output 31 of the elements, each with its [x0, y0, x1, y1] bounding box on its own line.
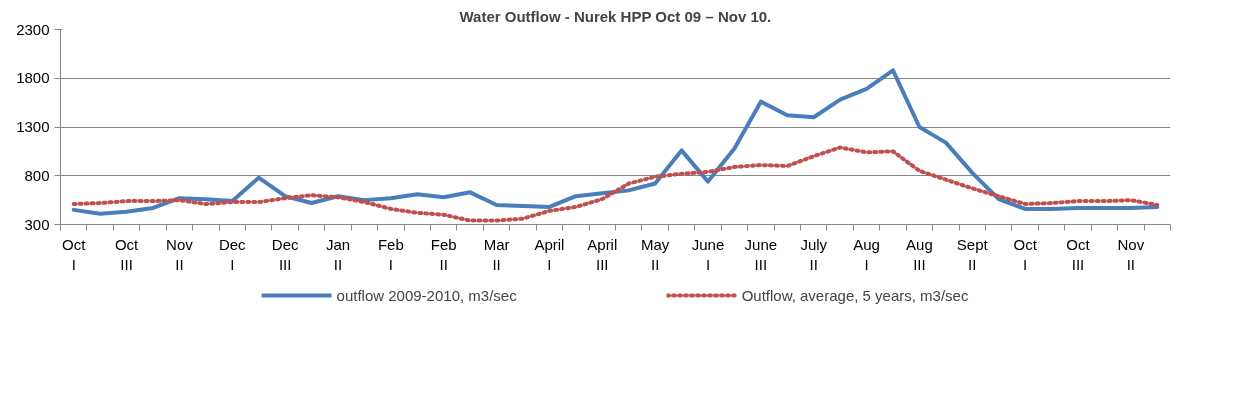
y-tick-label: 800: [24, 166, 50, 184]
x-tick-label: June III: [744, 235, 778, 273]
x-tick-label: April I: [534, 235, 565, 273]
x-tick-label: Sept II: [956, 235, 989, 273]
x-tick-label: Dec I: [218, 235, 247, 273]
legend-label: Outflow, average, 5 years, m3/sec: [741, 286, 969, 304]
x-tick-label: April III: [587, 235, 618, 273]
x-tick-label: Jan II: [325, 235, 351, 273]
x-tick-label: Mar II: [483, 235, 510, 273]
x-tick-label: Feb II: [430, 235, 457, 273]
x-tick-label: Dec III: [271, 235, 299, 273]
line-series: [71, 68, 1160, 216]
x-tick-label: June I: [691, 235, 725, 273]
x-tick-label: Aug I: [853, 235, 880, 273]
line-series: [71, 145, 1160, 223]
x-tick-label: May II: [640, 235, 670, 273]
x-tick-label: Feb I: [377, 235, 404, 273]
x-tick-label: Oct III: [114, 235, 140, 273]
x-tick-label: Oct III: [1066, 235, 1091, 273]
x-tick-label: Aug III: [906, 235, 933, 273]
y-tick-label: 1300: [16, 118, 50, 135]
x-tick-label: Nov II: [1117, 235, 1145, 273]
x-tick-label: July II: [800, 235, 828, 273]
y-tick-label: 300: [24, 215, 50, 233]
x-tick-label: Nov II: [166, 235, 194, 273]
chart-title: Water Outflow - Nurek HPP Oct 09 – Nov 10.: [459, 7, 772, 25]
y-tick-label: 1800: [16, 69, 50, 87]
y-tick-label: 2300: [16, 20, 50, 38]
legend-label: outflow 2009-2010, m3/sec: [336, 286, 517, 304]
x-tick-label: Oct I: [62, 235, 87, 273]
x-tick-label: Oct I: [1013, 235, 1038, 273]
